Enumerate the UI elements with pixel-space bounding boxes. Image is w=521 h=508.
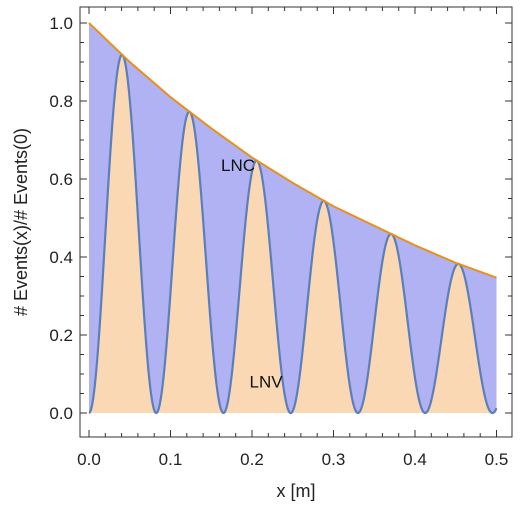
x-tick-label: 0.5 <box>485 450 509 469</box>
x-tick-label: 0.2 <box>240 450 264 469</box>
y-tick-label: 0.2 <box>49 326 73 345</box>
x-tick-label: 0.0 <box>77 450 101 469</box>
y-tick-label: 0.8 <box>49 92 73 111</box>
y-tick-label: 0.4 <box>49 248 73 267</box>
plot-area <box>88 22 498 415</box>
y-tick-label: 0.0 <box>49 404 73 423</box>
y-tick-label: 1.0 <box>49 14 73 33</box>
series-line-envelope <box>88 22 497 279</box>
y-axis-label: # Events(x)/# Events(0) <box>11 128 31 316</box>
y-tick-label: 0.6 <box>49 170 73 189</box>
series-line-oscillation <box>88 53 498 415</box>
annotation-lnc: LNC <box>221 156 255 175</box>
axes: 0.0 0.1 0.2 0.3 0.4 0.5 0.0 0.2 0.4 0.6 0.8 1.0 <box>49 6 513 469</box>
x-tick-label: 0.4 <box>403 450 427 469</box>
lnc-region <box>89 23 497 413</box>
annotation-lnv: LNV <box>250 373 284 392</box>
x-tick-label: 0.3 <box>322 450 346 469</box>
x-axis-label: x [m] <box>277 481 316 501</box>
x-tick-label: 0.1 <box>159 450 183 469</box>
plot-frame <box>79 6 513 438</box>
lnv-region <box>89 54 497 413</box>
